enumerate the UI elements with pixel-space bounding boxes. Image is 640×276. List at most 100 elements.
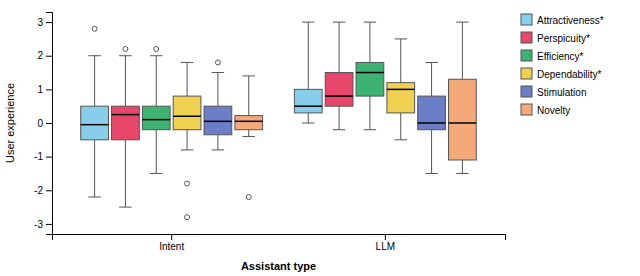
legend-label: Efficiency* [537, 51, 584, 62]
tick-label: 0 [37, 118, 43, 129]
whisker-cap [242, 75, 254, 76]
series [142, 22, 383, 173]
legend-label: Novelty [537, 105, 570, 116]
whisker [400, 113, 401, 140]
tick-mark [46, 123, 52, 124]
median [325, 95, 353, 97]
whisker [187, 62, 188, 96]
whisker [308, 113, 309, 123]
whisker-cap [425, 62, 437, 63]
axis-line [53, 235, 506, 241]
tick: -3 [34, 219, 52, 230]
legend-item: Efficiency* [521, 50, 584, 62]
axis-line [46, 13, 53, 235]
median [204, 121, 232, 123]
whisker [400, 39, 401, 83]
whisker-cap [395, 139, 407, 140]
series [235, 22, 476, 199]
box-plot [294, 22, 322, 123]
whisker [125, 56, 126, 106]
flier [154, 47, 159, 52]
tick-mark [46, 157, 52, 158]
whisker [156, 130, 157, 174]
legend-label: Perspicuity* [537, 33, 590, 44]
whisker-cap [150, 173, 162, 174]
series [173, 39, 414, 220]
flier [185, 181, 190, 186]
x-axis: Intent LLM [53, 234, 506, 252]
whisker [217, 135, 218, 150]
whisker-cap [395, 38, 407, 39]
whisker-cap [150, 55, 162, 56]
box [204, 106, 232, 135]
tick: Intent [159, 234, 184, 252]
box [235, 116, 263, 130]
tick-mark [171, 234, 172, 240]
series [204, 60, 445, 174]
tick-mark [46, 56, 52, 57]
median [81, 124, 109, 126]
tick-label: 2 [37, 50, 43, 61]
median [235, 121, 263, 123]
whisker [308, 22, 309, 89]
tick-mark [385, 234, 386, 240]
whisker-cap [119, 55, 131, 56]
tick-label: -1 [34, 151, 43, 162]
box-plot [173, 62, 201, 219]
whisker-cap [364, 22, 376, 23]
legend-item: Dependability* [521, 68, 602, 80]
y-axis: -3-2-10123 [34, 13, 52, 235]
legend-swatch [521, 68, 532, 79]
box-plot [112, 47, 140, 208]
median [356, 72, 384, 74]
whisker [339, 22, 340, 72]
whisker [248, 130, 249, 137]
tick: 2 [37, 50, 52, 61]
whisker-cap [302, 22, 314, 23]
tick: 1 [37, 84, 52, 95]
whisker-cap [302, 123, 314, 124]
median [294, 105, 322, 107]
whisker-cap [181, 149, 193, 150]
tick-mark [46, 190, 52, 191]
box-plot [356, 22, 384, 130]
median [173, 116, 201, 118]
tick: LLM [376, 234, 395, 252]
whisker-cap [242, 136, 254, 137]
flier [246, 195, 251, 200]
box-plot [449, 22, 477, 173]
whisker-cap [212, 149, 224, 150]
whisker-cap [456, 173, 468, 174]
tick-mark [46, 224, 52, 225]
whisker [462, 160, 463, 173]
box [325, 73, 353, 107]
tick-label: Intent [159, 241, 184, 252]
legend-item: Stimulation [521, 86, 586, 98]
tick: -2 [34, 185, 52, 196]
whisker-cap [333, 22, 345, 23]
whisker-cap [364, 129, 376, 130]
plot: -3-2-10123IntentLLM [34, 13, 505, 253]
legend-label: Attractiveness* [537, 15, 604, 26]
whisker [339, 106, 340, 130]
median [387, 89, 415, 91]
tick: -1 [34, 151, 52, 162]
whisker-cap [425, 173, 437, 174]
tick-label: LLM [376, 241, 395, 252]
whisker [217, 73, 218, 107]
whisker [248, 76, 249, 116]
x-axis-title: Assistant type [241, 260, 316, 272]
tick-mark [46, 22, 52, 23]
whisker [156, 56, 157, 106]
flier [185, 215, 190, 220]
tick-label: -3 [34, 219, 43, 230]
legend-item: Novelty [521, 104, 570, 116]
y-axis-title: User experience [4, 83, 16, 163]
whisker-cap [119, 207, 131, 208]
whisker [431, 130, 432, 174]
flier [92, 26, 97, 31]
flier [215, 60, 220, 65]
box [112, 106, 140, 140]
legend-swatch [521, 104, 532, 115]
whisker-cap [212, 72, 224, 73]
